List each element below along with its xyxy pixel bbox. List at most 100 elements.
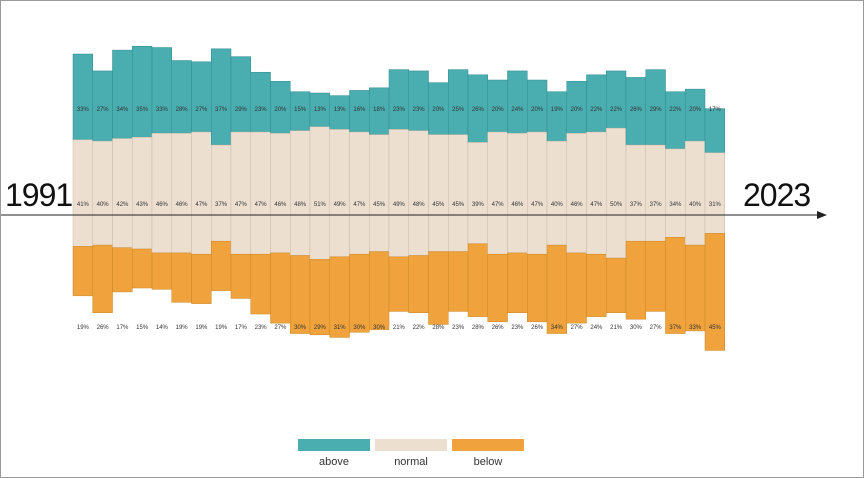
bar-above [704,108,725,154]
label-above: 23% [255,107,268,113]
label-below: 34% [551,325,564,331]
bar-normal [92,140,113,246]
label-below: 22% [413,325,426,331]
label-above: 13% [334,107,347,113]
bar-below [112,247,133,293]
label-normal: 46% [156,202,169,208]
label-above: 28% [176,107,189,113]
label-above: 20% [571,107,584,113]
bar-normal [309,126,330,260]
legend-swatch-above [298,439,370,451]
label-above: 17% [709,107,722,113]
bar-below [349,253,370,333]
label-normal: 45% [432,202,445,208]
label-above: 19% [551,107,564,113]
bar-above [132,45,153,138]
bar-below [704,233,725,351]
bar-above [72,53,93,141]
legend-swatch-normal [375,439,447,451]
bar-above [151,47,172,134]
bar-normal [329,129,350,258]
label-below: 23% [255,325,268,331]
label-above: 18% [373,107,386,113]
legend-label-below: below [473,456,503,468]
label-below: 21% [610,325,623,331]
label-below: 24% [590,325,603,331]
label-normal: 47% [492,202,505,208]
bar-above [606,70,627,129]
label-below: 26% [492,325,505,331]
bar-below [290,255,311,334]
bar-above [250,71,271,133]
label-above: 23% [393,107,406,113]
bar-above [586,74,607,133]
bar-normal [191,131,212,255]
bar-below [230,253,251,299]
label-above: 37% [215,107,228,113]
bar-below [507,252,528,313]
label-above: 16% [353,107,366,113]
label-normal: 49% [393,202,406,208]
legend-swatch-below [452,439,524,451]
label-above: 20% [492,107,505,113]
label-normal: 47% [255,202,268,208]
bar-below [428,251,449,325]
bar-normal [211,144,232,242]
label-above: 25% [452,107,465,113]
label-normal: 47% [235,202,248,208]
label-below: 30% [353,325,366,331]
label-normal: 37% [650,202,663,208]
label-above: 22% [669,107,682,113]
label-below: 19% [195,325,208,331]
start-year-label: 1991 [5,177,73,213]
label-normal: 40% [551,202,564,208]
bar-normal [507,133,528,254]
bar-normal [685,140,706,246]
bar-below [250,253,271,315]
label-below: 17% [235,325,248,331]
label-normal: 47% [531,202,544,208]
label-normal: 34% [669,202,682,208]
bar-normal [586,131,607,255]
bar-above [388,69,409,130]
bar-normal [349,131,370,255]
label-above: 27% [97,107,110,113]
bar-normal [704,152,725,234]
bar-normal [546,140,567,246]
bar-normal [487,131,508,255]
label-above: 29% [235,107,248,113]
bar-above [191,61,212,133]
label-below: 30% [630,325,643,331]
bar-above [507,70,528,134]
label-below: 37% [669,325,682,331]
label-below: 28% [472,325,485,331]
label-above: 22% [610,107,623,113]
bar-below [191,253,212,304]
label-normal: 47% [353,202,366,208]
bar-normal [428,134,449,252]
label-below: 30% [373,325,386,331]
label-above: 22% [590,107,603,113]
bar-above [112,49,133,139]
label-above: 15% [294,107,307,113]
label-normal: 45% [452,202,465,208]
bar-normal [606,127,627,259]
label-normal: 37% [630,202,643,208]
legend-label-above: above [319,456,349,468]
bar-below [92,244,113,313]
bar-below [645,240,666,312]
label-normal: 46% [274,202,287,208]
label-normal: 51% [314,202,327,208]
bar-below [685,244,706,332]
bar-normal [408,130,429,256]
label-normal: 49% [334,202,347,208]
time-axis-arrow [817,211,827,219]
bar-below [132,248,153,289]
bar-below [448,251,469,312]
label-above: 29% [650,107,663,113]
label-below: 28% [432,325,445,331]
bar-normal [665,148,686,238]
label-below: 30% [294,325,307,331]
label-below: 27% [650,325,663,331]
